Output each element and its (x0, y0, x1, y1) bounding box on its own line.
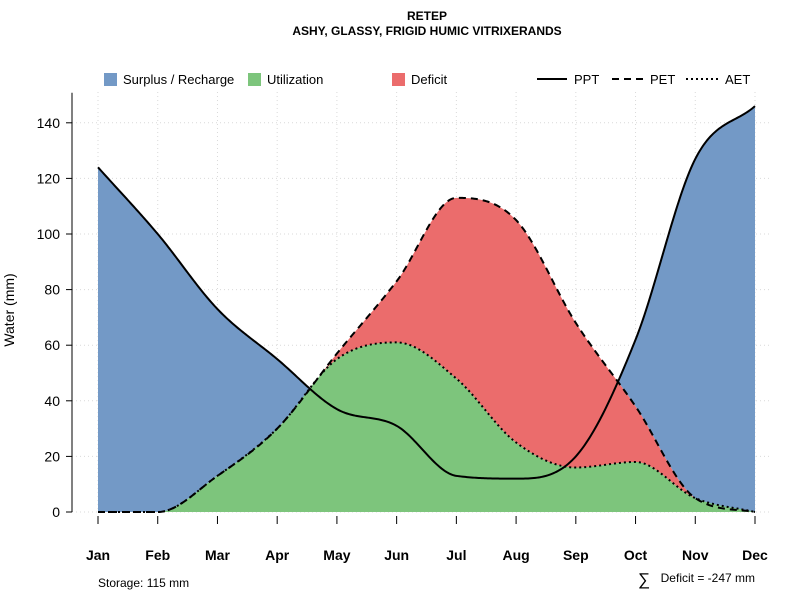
axes: 0 20 40 60 80 100 120 140 Jan Feb Mar Apr May Jun Jul A… (37, 92, 768, 563)
legend-swatch-utilization (248, 73, 261, 86)
legend-label-aet: AET (725, 72, 750, 87)
line-ppt (97, 105, 756, 480)
x-tick-label-apr: Apr (265, 547, 290, 563)
y-tick-label: 100 (37, 226, 61, 242)
y-tick-label: 80 (44, 282, 60, 298)
surplus-area (98, 106, 755, 513)
chart-title: RETEP (407, 9, 447, 23)
x-tick-label-dec: Dec (742, 547, 768, 563)
y-tick-label: 0 (52, 504, 60, 520)
legend-swatch-surplus (104, 73, 117, 86)
line-aet (98, 341, 756, 513)
x-tick-label-jul: Jul (446, 547, 466, 563)
chart-subtitle: ASHY, GLASSY, FRIGID HUMIC VITRIXERANDS (292, 24, 561, 38)
deficit-note: Deficit = -247 mm (661, 571, 755, 585)
legend-label-pet: PET (650, 72, 675, 87)
legend-label-ppt: PPT (574, 72, 599, 87)
x-tick-label-nov: Nov (682, 547, 709, 563)
x-tick-label-oct: Oct (624, 547, 648, 563)
areas (98, 106, 755, 513)
x-tick-label-may: May (323, 547, 350, 563)
utilization-area (98, 342, 755, 512)
y-axis-label: Water (mm) (1, 273, 17, 346)
y-tick-label: 40 (44, 393, 60, 409)
y-tick-label: 20 (44, 448, 60, 464)
y-tick-label: 60 (44, 337, 60, 353)
y-tick-label: 120 (37, 170, 61, 186)
legend-label-utilization: Utilization (267, 72, 323, 87)
y-tick-label: 140 (37, 115, 61, 131)
line-pet (98, 196, 756, 513)
x-tick-label-sep: Sep (563, 547, 589, 563)
deficit-area (98, 197, 755, 513)
x-tick-label-aug: Aug (502, 547, 529, 563)
x-tick-label-mar: Mar (205, 547, 230, 563)
legend-label-deficit: Deficit (411, 72, 448, 87)
x-tick-label-jan: Jan (86, 547, 110, 563)
x-tick-label-feb: Feb (145, 547, 170, 563)
legend-label-surplus: Surplus / Recharge (123, 72, 234, 87)
storage-note: Storage: 115 mm (98, 576, 189, 590)
sum-symbol: ∑ (638, 570, 650, 589)
x-tick-label-jun: Jun (384, 547, 409, 563)
legend: Surplus / Recharge Utilization Deficit P… (104, 72, 750, 87)
legend-swatch-deficit (392, 73, 405, 86)
series-lines (97, 105, 756, 513)
